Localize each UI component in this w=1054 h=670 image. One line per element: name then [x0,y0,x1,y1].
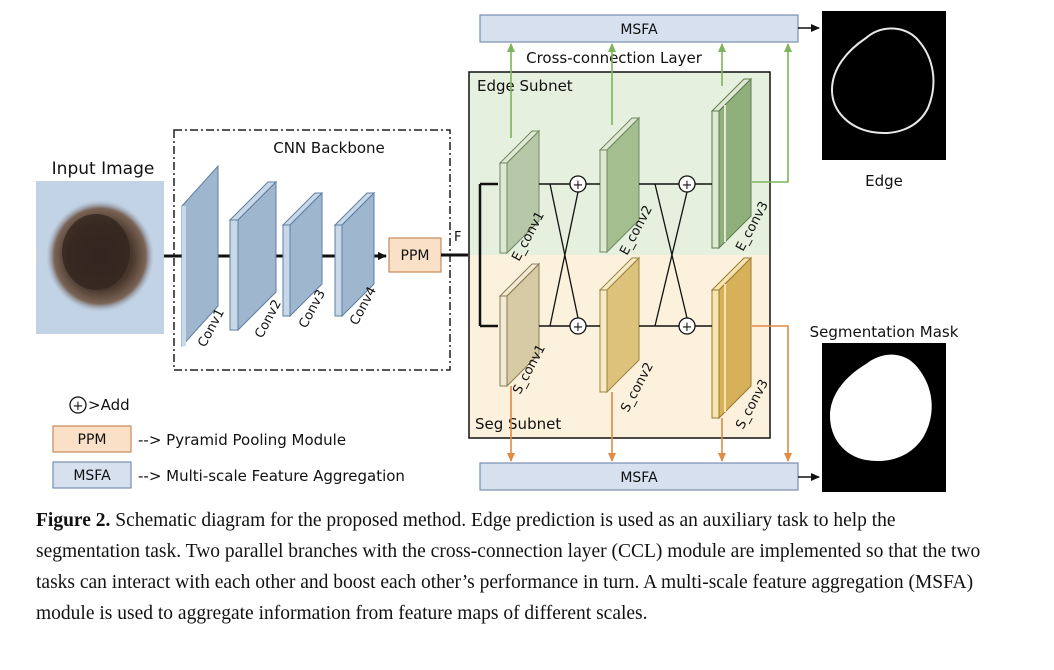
legend-msfa-label: MSFA [73,468,111,484]
add-node: + [678,175,696,193]
segmentation-mask-image [822,343,946,492]
cross-connection [549,191,579,327]
s-conv2-block [598,256,641,394]
cnn-backbone-title: CNN Backbone [273,139,385,157]
legend-ppm-desc: --> Pyramid Pooling Module [138,431,346,449]
msfa-bottom-box [479,462,799,491]
e-conv1-block [498,129,541,255]
cross-connection [549,183,579,319]
edge-output-label: Edge [865,172,903,190]
add-node: + [569,317,587,335]
edge-output-image [822,11,946,160]
figure-number: Figure 2. [36,510,111,531]
ppm-label: PPM [401,248,430,264]
s-conv1-block [498,262,541,388]
ppm-box [388,237,442,273]
legend-msfa-desc: --> Multi-scale Feature Aggregation [138,467,405,485]
msfa-top-label: MSFA [620,22,658,38]
seg-subnet-label: Seg Subnet [475,415,561,433]
e-conv3-block [710,77,753,250]
svg-text:+: + [573,178,584,193]
legend-ppm-label: PPM [78,432,107,448]
feature-f-label: F [454,230,461,245]
ccl-title: Cross-connection Layer [526,49,703,67]
caption-text: Schematic diagram for the proposed metho… [36,510,981,624]
method-diagram: Input Image CNN Backbone Conv1 Conv2 Con… [36,11,959,492]
input-image-label: Input Image [52,159,155,179]
figure-caption: Figure 2. Schematic diagram for the prop… [36,505,996,629]
cross-connection [654,183,688,319]
svg-text:+: + [682,178,693,193]
conv3-block [281,191,324,318]
svg-text:+: + [573,320,584,335]
conv1-block [181,164,219,348]
ccl-box [468,71,771,439]
msfa-bottom-label: MSFA [620,470,658,486]
svg-text:+: + [73,399,84,414]
svg-text:+: + [682,320,693,335]
cross-connection [654,191,688,327]
mask-output-label: Segmentation Mask [810,323,959,341]
e-conv2-block [598,116,641,254]
legend-add: + >Add [69,396,130,414]
conv2-block [228,180,278,332]
edge-to-msfa-arrow [752,43,792,183]
legend-ppm-box [52,425,132,453]
cnn-backbone-box [173,129,451,371]
msfa-top-box [479,14,799,43]
edge-subnet-label: Edge Subnet [477,77,573,95]
add-legend-label: >Add [88,396,130,414]
add-node: + [569,175,587,193]
s-conv3-block [710,256,753,420]
conv4-block [333,191,376,318]
input-image [36,181,164,334]
add-legend-icon [69,396,87,414]
seg-to-msfa-arrow [752,325,792,462]
add-node: + [678,317,696,335]
legend-msfa-box [52,461,132,489]
